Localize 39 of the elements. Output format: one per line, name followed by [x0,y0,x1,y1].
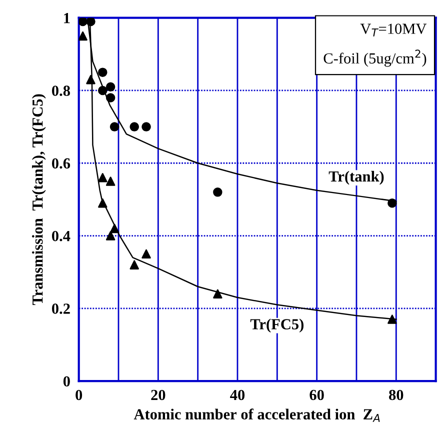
series-label: Tr(tank) [328,170,384,185]
point [106,176,116,186]
point [106,82,116,92]
point [142,122,151,132]
point [86,18,96,26]
x-tick-label: 0 [76,390,82,400]
point [388,198,397,208]
point [98,173,108,182]
y-tick-label: 0 [63,376,70,387]
point [106,231,116,240]
point [110,224,120,234]
y-tick-label: 0.4 [52,230,70,242]
annotation: V$_{T}$=10MV [360,24,427,36]
point [98,198,108,208]
y-tick-label: 0.8 [52,86,70,96]
x-axis-title: Atomic number of accelerated ion Z$_{A}$ [134,408,380,422]
point [110,122,120,132]
point [98,68,108,77]
series-label: Tr(FC5) [250,318,304,333]
point [213,289,222,299]
point [98,86,108,96]
y-tick-label: 0.6 [52,158,70,169]
x-tick-label: 40 [230,390,245,400]
point [130,122,139,132]
point [78,31,88,41]
point [130,260,139,270]
x-tick-label: 20 [151,390,166,400]
point [213,188,222,197]
point [78,18,88,26]
point [86,74,96,84]
x-tick-label: 80 [389,390,404,400]
annotation: C-foil (5ug/cm$^{2}$) [324,50,426,67]
point [106,93,116,102]
point [388,314,397,324]
y-tick-label: 1 [64,13,70,24]
y-tick-label: 0.2 [52,304,70,314]
point [142,249,151,259]
y-axis-title: Transmission Tr(tank), Tr(FC5) [32,94,46,306]
x-tick-label: 60 [310,390,324,400]
